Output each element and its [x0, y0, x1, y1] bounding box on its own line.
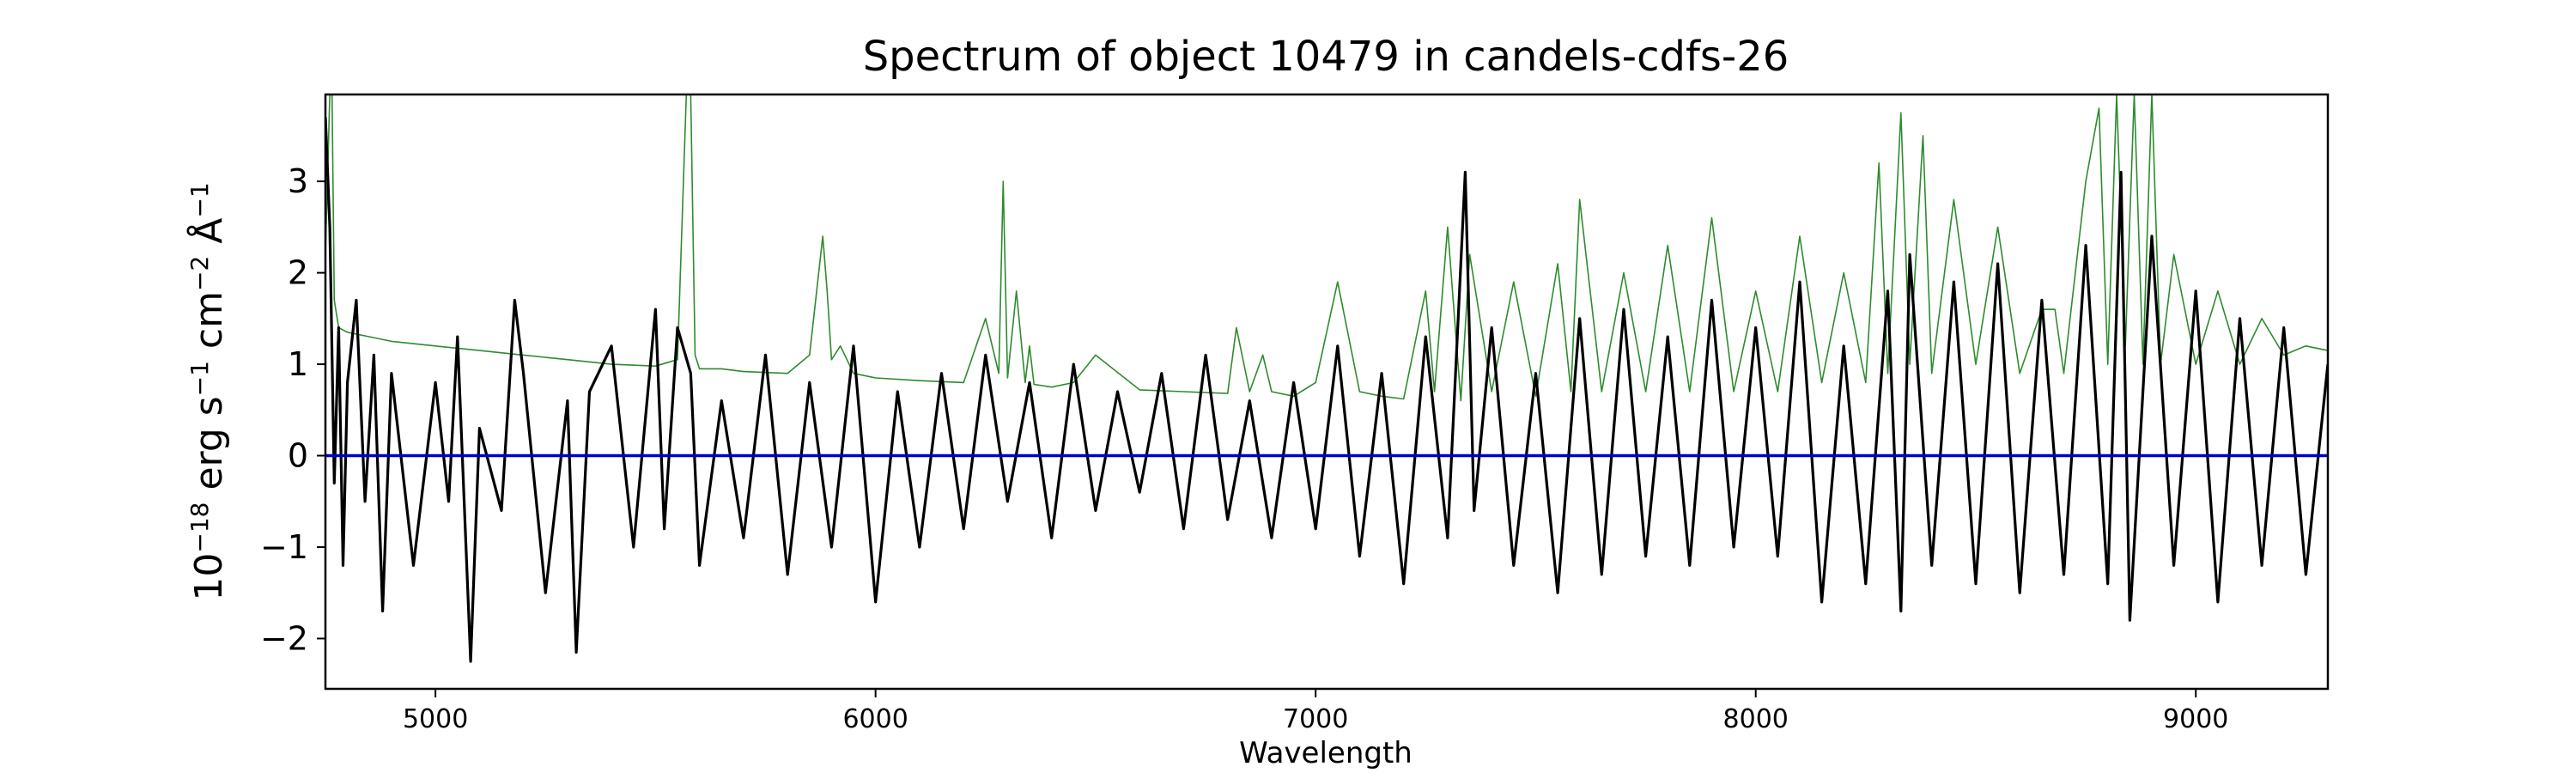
y-tick-label: 1	[288, 345, 308, 383]
y-tick-label: 2	[288, 254, 308, 292]
plot-frame	[324, 93, 2330, 691]
x-tick-label: 9000	[2163, 704, 2228, 734]
y-axis-label-prefix: 10	[187, 553, 231, 601]
y-tick-label: −2	[260, 619, 308, 657]
series-line-flux	[325, 117, 2328, 663]
chart-title: Spectrum of object 10479 in candels-cdfs…	[863, 33, 1789, 81]
y-tick-label: −1	[260, 528, 308, 566]
series-line-noise	[325, 94, 2328, 402]
y-axis-label: 10−18 erg s−1 cm−2 Å−1	[185, 182, 232, 600]
y-tick-label: 0	[288, 437, 308, 475]
y-axis-label-exp-cm: −2	[185, 256, 214, 291]
x-axis-label: Wavelength	[1239, 736, 1413, 770]
y-axis-label-unit-erg: erg s	[187, 396, 231, 502]
y-axis-label-exp-angstrom: −1	[185, 182, 214, 217]
y-axis-label-unit-angstrom: Å	[185, 218, 231, 256]
y-axis-label-exp-s: −1	[185, 361, 214, 396]
x-tick-label: 7000	[1283, 704, 1348, 734]
y-axis-ticks: −2 −1 0 1 2 3	[260, 162, 325, 657]
x-tick-label: 5000	[403, 704, 468, 734]
y-axis-label-exponent: −18	[185, 502, 214, 553]
series-layer	[325, 94, 2328, 663]
x-tick-label: 6000	[842, 704, 908, 734]
x-tick-label: 8000	[1723, 704, 1789, 734]
y-axis-label-unit-cm: cm	[187, 291, 231, 361]
x-axis-ticks: 5000 6000 7000 8000 9000	[403, 689, 2228, 734]
y-tick-label: 3	[288, 162, 308, 200]
